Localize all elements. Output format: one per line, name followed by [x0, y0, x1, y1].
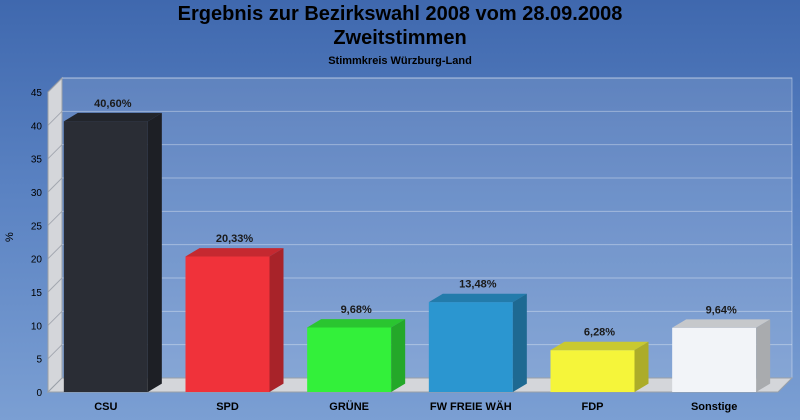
y-tick-label: 10 [31, 321, 43, 332]
bar-value-label: 13,48% [459, 279, 497, 291]
bar-value-label: 20,33% [216, 233, 254, 245]
bar-top [63, 112, 162, 122]
bar [185, 256, 270, 392]
bar-side [391, 319, 406, 392]
bar-top [428, 293, 527, 303]
y-tick-label: 15 [31, 288, 43, 299]
y-tick-label: 45 [31, 88, 43, 99]
x-tick-label: CSU [94, 401, 117, 413]
chart-subtitle: Stimmkreis Würzburg-Land [328, 55, 472, 67]
y-tick-label: 25 [31, 221, 43, 232]
bar-top [185, 248, 284, 257]
y-tick-label: 40 [31, 121, 43, 132]
bar-side [634, 341, 649, 392]
bar-top [672, 319, 771, 328]
plot-left-wall [47, 76, 63, 394]
y-tick-label: 35 [31, 155, 43, 166]
x-tick-label: FW FREIE WÄH [430, 400, 512, 413]
gridline-side [47, 210, 63, 226]
chart-title: Ergebnis zur Bezirkswahl 2008 vom 28.09.… [177, 3, 623, 25]
chart-title-line2: Zweitstimmen [333, 27, 467, 49]
x-tick-label: FDP [582, 401, 604, 413]
bar-value-label: 6,28% [584, 327, 615, 339]
gridline-side [47, 310, 63, 326]
bar-top [307, 319, 406, 328]
x-tick-label: GRÜNE [329, 400, 369, 413]
y-tick-label: 0 [36, 388, 42, 399]
bar-side [269, 248, 284, 392]
bar [307, 327, 392, 392]
bar-value-label: 9,68% [341, 304, 372, 316]
y-tick-label: 30 [31, 188, 43, 199]
bar-side [756, 319, 771, 392]
bar-value-label: 40,60% [94, 98, 132, 110]
gridline-side [47, 144, 63, 160]
bar-side [512, 293, 527, 392]
gridline-side [47, 110, 63, 126]
bar [550, 350, 635, 392]
y-tick-label: 5 [36, 355, 42, 366]
x-tick-label: Sonstige [691, 401, 737, 413]
gridline-side [47, 277, 63, 293]
y-tick-label: 20 [31, 255, 43, 266]
bar [672, 327, 757, 392]
gridline-side [47, 177, 63, 193]
x-tick-label: SPD [216, 401, 239, 413]
bar-value-label: 9,64% [706, 304, 737, 316]
gridline-side [47, 77, 63, 93]
bar-side [147, 112, 162, 392]
gridline-side [47, 244, 63, 260]
bar-top [550, 341, 649, 351]
bar [428, 302, 513, 392]
bar [63, 121, 148, 392]
gridline-side [47, 344, 63, 360]
